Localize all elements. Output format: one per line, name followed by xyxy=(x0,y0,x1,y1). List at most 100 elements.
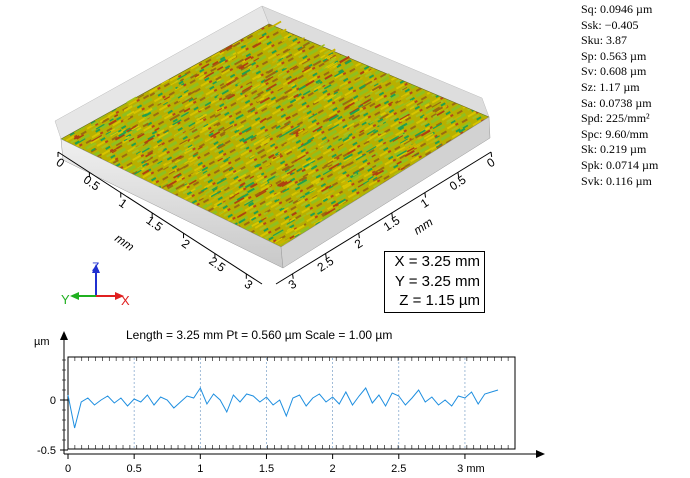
surface-speck xyxy=(249,84,261,91)
surface-speck xyxy=(328,123,340,131)
surface-speck xyxy=(348,137,359,145)
surface-speck xyxy=(185,145,194,151)
surface-speck xyxy=(298,176,306,182)
surface-speck xyxy=(259,187,269,194)
surface-speck xyxy=(431,101,442,108)
surface-speck xyxy=(113,113,119,118)
surface-speck xyxy=(436,110,445,116)
surface-speck xyxy=(177,73,187,81)
surface-speck xyxy=(217,157,224,162)
surface-speck xyxy=(109,145,121,153)
surface-speck xyxy=(154,127,160,132)
surface-speck xyxy=(359,129,365,134)
surface-speck xyxy=(333,91,339,95)
surface-speck xyxy=(241,68,251,76)
triad-z-label: Z xyxy=(92,260,99,274)
surface-speck xyxy=(177,125,183,129)
surface-speck xyxy=(268,153,275,159)
surface-speck xyxy=(240,144,246,149)
surface-speck xyxy=(176,176,185,182)
surface-speck xyxy=(147,134,156,141)
surface-speck xyxy=(168,170,176,175)
surface-speck xyxy=(205,96,210,100)
surface-speck xyxy=(188,125,195,130)
surface-speck xyxy=(398,132,404,137)
surface-speck xyxy=(280,52,290,59)
parameter-value: 0.219 µm xyxy=(600,142,647,157)
surface-speck xyxy=(423,132,434,140)
surface-speck xyxy=(238,148,247,155)
surface-speck xyxy=(237,117,246,123)
surface-speck xyxy=(309,187,317,193)
surface-speck xyxy=(108,127,119,135)
surface-speck xyxy=(283,48,291,54)
surface-speck xyxy=(371,82,383,90)
surface-speck xyxy=(210,190,222,198)
triad-x-label: X xyxy=(121,293,130,308)
surface-speck xyxy=(287,95,295,100)
surface-speck xyxy=(396,160,402,165)
surface-speck xyxy=(278,71,287,77)
surface-speck xyxy=(312,125,323,133)
surface-speck xyxy=(259,96,265,102)
surface-speck xyxy=(177,84,182,88)
surface-speck xyxy=(102,117,110,123)
surface-speck xyxy=(306,166,313,171)
surface-speck xyxy=(213,194,223,201)
surface-speck xyxy=(187,192,195,197)
surface-speck xyxy=(424,147,433,153)
right-ticks-label: 0 xyxy=(484,155,497,171)
surface-speck xyxy=(143,107,153,115)
surface-speck xyxy=(436,144,443,150)
surface-speck xyxy=(251,216,257,221)
right-ticks-label: 0.5 xyxy=(447,172,469,193)
surface-speck xyxy=(396,150,408,157)
surface-speck xyxy=(305,158,316,166)
surface-speck xyxy=(361,121,367,126)
surface-speck xyxy=(174,159,181,164)
surface-speck xyxy=(404,138,410,143)
surface-speck xyxy=(142,169,150,175)
surface-speck xyxy=(435,135,440,139)
surface-speck xyxy=(324,53,333,59)
surface-speck xyxy=(126,96,137,104)
surface-speck xyxy=(268,103,275,108)
surface-speck xyxy=(352,173,358,177)
surface-speck xyxy=(166,94,175,101)
surface-speck xyxy=(369,120,375,125)
surface-speck xyxy=(206,205,212,210)
surface-speck xyxy=(213,121,220,127)
surface-speck xyxy=(298,214,306,220)
surface-speck xyxy=(127,97,139,105)
surface-speck xyxy=(212,124,218,129)
surface-speck xyxy=(221,163,233,171)
surface-speck xyxy=(379,113,389,120)
profile-x-tick-label: 3 mm xyxy=(457,463,485,475)
surface-speck xyxy=(297,129,304,134)
surface-speck xyxy=(284,65,289,69)
surface-speck xyxy=(112,159,119,164)
left-axis-line xyxy=(57,151,263,285)
surface-speck xyxy=(255,176,264,183)
surface-speck xyxy=(232,41,241,48)
surface-speck xyxy=(266,172,278,180)
parameter-label: Sku xyxy=(581,33,600,48)
surface-speck xyxy=(271,20,282,28)
surface-speck xyxy=(220,196,230,203)
surface-speck xyxy=(168,183,179,191)
surface-speck xyxy=(157,148,164,154)
surface-speck xyxy=(394,146,406,154)
surface-speck xyxy=(302,90,311,96)
profile-x-ticks: 0 0.5 1 1.5 2 2.5 3 mm xyxy=(65,454,485,475)
parameter-value: 0.0946 µm xyxy=(600,2,653,16)
surface-speck xyxy=(307,70,319,77)
surface-speck xyxy=(219,136,227,142)
surface-speck xyxy=(267,120,276,126)
surface-speck xyxy=(234,58,244,66)
surface-speck xyxy=(158,131,169,139)
surface-speck xyxy=(324,48,336,57)
surface-speck xyxy=(215,158,225,165)
surface-speck xyxy=(334,70,345,78)
surface-speck xyxy=(240,63,252,71)
